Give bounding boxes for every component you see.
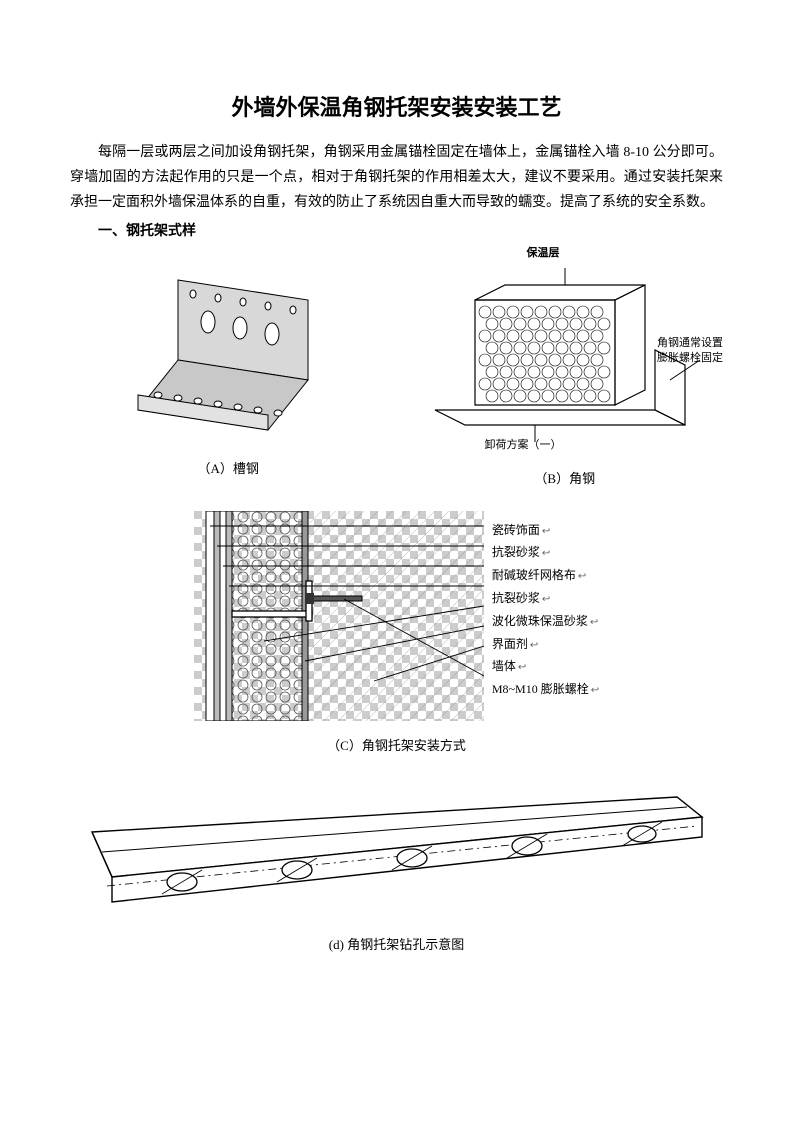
- figure-c-label-2: 耐碱玻纤网格布: [492, 564, 599, 587]
- figure-b-label-bottom: 卸荷方案（一）: [485, 438, 562, 453]
- channel-steel-icon: [118, 250, 338, 450]
- figure-b: 保温层 角钢通常设置 膨胀螺栓固定 卸荷方案（一） （B）角钢: [407, 250, 724, 487]
- page-title: 外墙外保温角钢托架安装安装工艺: [70, 90, 723, 122]
- figure-c-label-3: 抗裂砂浆: [492, 587, 599, 610]
- figure-b-label-right-2: 膨胀螺栓固定: [657, 351, 747, 366]
- figure-a-caption: （A）槽钢: [198, 458, 259, 477]
- figure-c-label-4: 波化微珠保温砂浆: [492, 610, 599, 633]
- figure-b-label-right-1: 角钢通常设置: [657, 336, 747, 351]
- figure-c-label-1: 抗裂砂浆: [492, 541, 599, 564]
- figure-c-label-7: M8~M10 膨胀螺栓: [492, 678, 599, 701]
- figure-d: (d) 角钢托架钻孔示意图: [70, 782, 723, 953]
- figure-d-caption: (d) 角钢托架钻孔示意图: [329, 934, 464, 953]
- figure-c-label-6: 墙体: [492, 655, 599, 678]
- figure-c-label-0: 瓷砖饰面: [492, 519, 599, 542]
- figure-c: 瓷砖饰面 抗裂砂浆 耐碱玻纤网格布 抗裂砂浆 波化微珠保温砂浆 界面剂 墙体 M…: [70, 511, 723, 754]
- section-heading-1: 一、钢托架式样: [70, 220, 723, 240]
- figure-b-label-right: 角钢通常设置 膨胀螺栓固定: [657, 336, 747, 367]
- figure-c-label-5: 界面剂: [492, 633, 599, 656]
- figure-b-label-top: 保温层: [527, 246, 560, 261]
- intro-paragraph: 每隔一层或两层之间加设角钢托架，角钢采用金属锚栓固定在墙体上，金属锚栓入墙 8-…: [70, 140, 723, 216]
- figure-b-caption: （B）角钢: [534, 468, 595, 487]
- drill-hole-diagram-icon: [87, 782, 707, 922]
- figure-c-labels: 瓷砖饰面 抗裂砂浆 耐碱玻纤网格布 抗裂砂浆 波化微珠保温砂浆 界面剂 墙体 M…: [492, 519, 599, 701]
- figure-c-caption: （C）角钢托架安装方式: [327, 735, 466, 754]
- figure-row-ab: （A）槽钢: [70, 250, 723, 487]
- figure-a: （A）槽钢: [70, 250, 387, 487]
- install-section-icon: [194, 511, 484, 721]
